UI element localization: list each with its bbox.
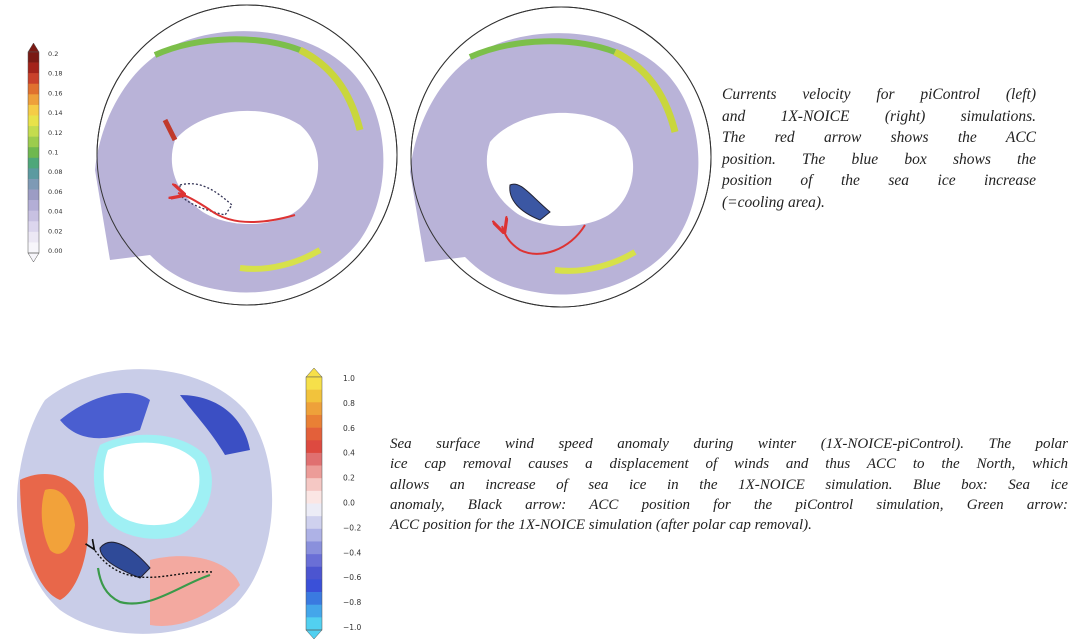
colorbar-swatch: [306, 466, 322, 479]
map-picontrol: [95, 5, 397, 305]
colorbar-swatch: [28, 94, 39, 105]
colorbar-swatch: [28, 63, 39, 74]
colorbar-swatch: [28, 126, 39, 137]
colorbar-label: 0.00: [48, 247, 62, 255]
caption-bottom: Sea surface wind speed anomaly during wi…: [390, 434, 1068, 535]
colorbar-swatch: [306, 504, 322, 517]
colorbar-swatch: [306, 516, 322, 529]
caption-line: ice cap removal causes a displacement of…: [390, 454, 1068, 474]
colorbar-label: 0.0: [343, 499, 355, 508]
colorbar-swatch: [306, 377, 322, 390]
caption-line: ACC position for the 1X-NOICE simulation…: [390, 515, 1068, 535]
colorbar-label: 0.14: [48, 109, 62, 117]
colorbar-label: 0.12: [48, 129, 62, 137]
colorbar-label: −0.8: [343, 598, 361, 607]
colorbar-swatch: [28, 168, 39, 179]
colorbar-swatch: [306, 402, 322, 415]
colorbar-swatch: [28, 158, 39, 169]
colorbar-swatch: [306, 415, 322, 428]
caption-line: Sea surface wind speed anomaly during wi…: [390, 434, 1068, 454]
colorbar-swatch: [306, 617, 322, 630]
colorbar-swatch: [28, 115, 39, 126]
colorbar-label: 0.18: [48, 70, 62, 78]
colorbar-swatch: [306, 579, 322, 592]
colorbar-swatch: [306, 478, 322, 491]
map-anomaly: [17, 369, 272, 634]
colorbar-swatch: [306, 440, 322, 453]
colorbar-label: 0.2: [343, 474, 355, 483]
colorbar-swatch: [28, 137, 39, 148]
colorbar-swatch: [28, 179, 39, 190]
colorbar-cap-bottom: [306, 630, 322, 639]
colorbar-label: 0.16: [48, 89, 62, 97]
colorbar-swatch: [306, 567, 322, 580]
colorbar-label: −0.4: [343, 548, 361, 557]
caption-line: anomaly, Black arrow: ACC position for t…: [390, 495, 1068, 515]
caption-line: position. The blue box shows the: [722, 149, 1036, 171]
colorbar-label: 0.6: [343, 424, 355, 433]
page: {"top_panel": { "colorbar_labels": ["0.2…: [0, 0, 1069, 643]
caption-line: Currents velocity for piControl (left): [722, 84, 1036, 106]
colorbar-swatch: [28, 232, 39, 243]
colorbar-anomaly: 1.0 0.8 0.6 0.4 0.2 0.0 −0.2 −0.4 −0.6 −0.8 −1.0: [306, 368, 361, 639]
colorbar-label: 0.1: [48, 149, 58, 157]
colorbar-label: 0.06: [48, 188, 62, 196]
colorbar-swatch: [28, 84, 39, 95]
colorbar-cap-bottom: [28, 253, 39, 262]
colorbar-swatch: [28, 52, 39, 63]
colorbar-velocity: 0.2 0.18 0.16 0.14 0.12 0.1 0.08 0.06 0.04 0.02 0.…: [28, 43, 62, 262]
colorbar-swatch: [306, 491, 322, 504]
colorbar-swatch: [306, 428, 322, 441]
caption-line: position of the sea ice increase: [722, 170, 1036, 192]
caption-line: (=cooling area).: [722, 192, 1036, 214]
colorbar-swatch: [306, 529, 322, 542]
colorbar-label: 0.08: [48, 168, 62, 176]
colorbar-label: −1.0: [343, 623, 361, 632]
colorbar-swatch: [28, 105, 39, 116]
colorbar-swatch: [306, 453, 322, 466]
colorbar-swatch: [28, 147, 39, 158]
caption-line: allows an increase of sea ice in the 1X-…: [390, 475, 1068, 495]
colorbar-swatch: [306, 605, 322, 618]
colorbar-label: −0.6: [343, 573, 361, 582]
map-1x-noice: [410, 7, 711, 307]
colorbar-swatch: [28, 200, 39, 211]
colorbar-swatch: [306, 592, 322, 605]
colorbar-swatch: [306, 554, 322, 567]
colorbar-swatch: [28, 73, 39, 84]
colorbar-swatch: [28, 242, 39, 253]
colorbar-label: 1.0: [343, 374, 355, 383]
colorbar-label: −0.2: [343, 523, 361, 532]
colorbar-swatch: [28, 221, 39, 232]
caption-top: Currents velocity for piControl (left)an…: [722, 84, 1036, 214]
colorbar-label: 0.02: [48, 227, 62, 235]
colorbar-swatch: [28, 190, 39, 201]
caption-line: The red arrow shows the ACC: [722, 127, 1036, 149]
colorbar-label: 0.4: [343, 449, 355, 458]
colorbar-swatch: [28, 211, 39, 222]
caption-line: and 1X-NOICE (right) simulations.: [722, 106, 1036, 128]
colorbar-label: 0.2: [48, 50, 58, 58]
colorbar-label: 0.04: [48, 208, 62, 216]
colorbar-cap-top: [28, 43, 39, 52]
colorbar-swatch: [306, 390, 322, 403]
colorbar-label: 0.8: [343, 399, 355, 408]
colorbar-cap-top: [306, 368, 322, 377]
colorbar-swatch: [306, 541, 322, 554]
